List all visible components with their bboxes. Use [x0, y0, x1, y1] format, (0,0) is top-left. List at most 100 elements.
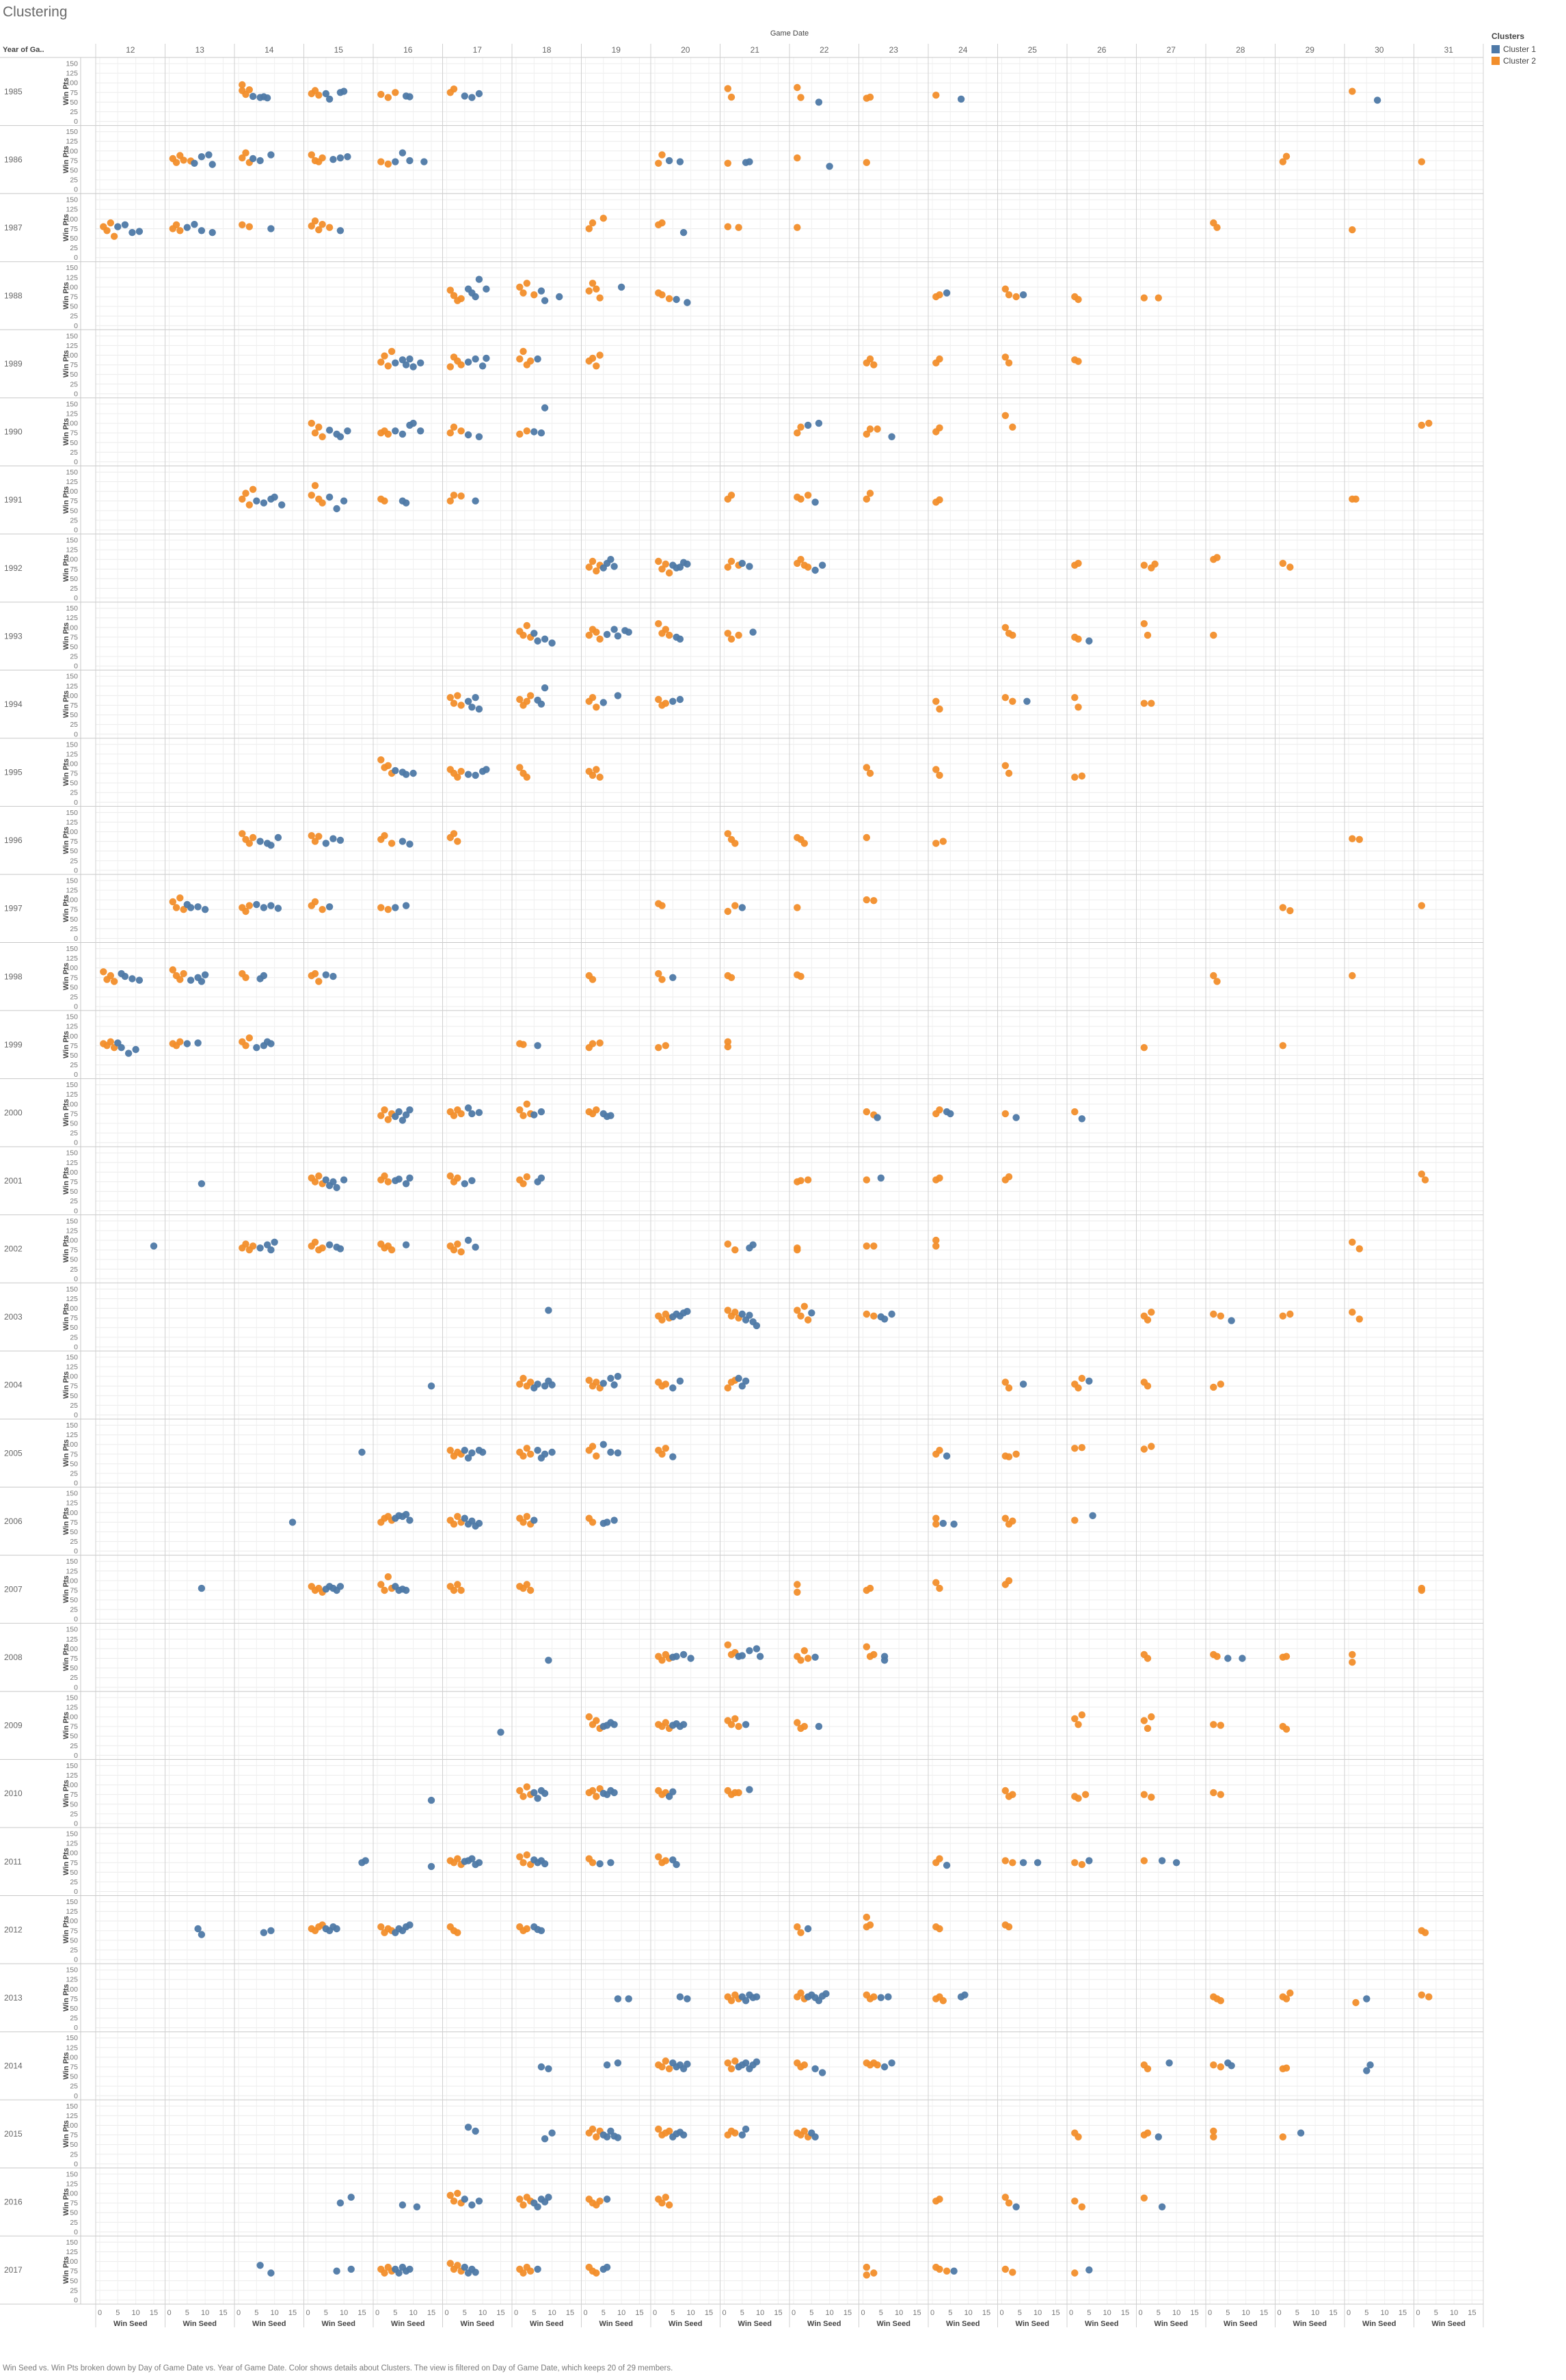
data-point-cluster-1[interactable]: [187, 904, 195, 911]
data-point-cluster-2[interactable]: [519, 2201, 527, 2209]
data-point-cluster-2[interactable]: [797, 423, 805, 431]
data-point-cluster-1[interactable]: [957, 95, 965, 103]
data-point-cluster-1[interactable]: [880, 1315, 889, 1323]
data-point-cluster-1[interactable]: [735, 1374, 742, 1382]
data-point-cluster-2[interactable]: [804, 492, 812, 499]
data-point-cluster-2[interactable]: [589, 1787, 597, 1795]
data-point-cluster-1[interactable]: [395, 2269, 403, 2277]
data-point-cluster-2[interactable]: [457, 1586, 465, 1594]
data-point-cluster-1[interactable]: [402, 1586, 410, 1594]
data-point-cluster-1[interactable]: [669, 1788, 677, 1795]
data-point-cluster-1[interactable]: [610, 1381, 618, 1389]
data-point-cluster-2[interactable]: [585, 1376, 593, 1385]
data-point-cluster-1[interactable]: [274, 833, 282, 842]
data-point-cluster-2[interactable]: [866, 490, 874, 497]
data-point-cluster-1[interactable]: [402, 1180, 410, 1188]
data-point-cluster-2[interactable]: [724, 1043, 732, 1051]
data-point-cluster-1[interactable]: [461, 2195, 468, 2203]
data-point-cluster-2[interactable]: [516, 1787, 524, 1795]
data-point-cluster-2[interactable]: [1279, 904, 1287, 911]
data-point-cluster-2[interactable]: [1001, 1514, 1010, 1522]
data-point-cluster-2[interactable]: [800, 2127, 809, 2135]
data-point-cluster-2[interactable]: [1286, 907, 1294, 915]
data-point-cluster-2[interactable]: [384, 762, 392, 770]
data-point-cluster-1[interactable]: [888, 1310, 895, 1318]
data-point-cluster-1[interactable]: [475, 1519, 483, 1527]
data-point-cluster-2[interactable]: [169, 898, 176, 906]
data-point-cluster-1[interactable]: [738, 559, 746, 567]
data-point-cluster-1[interactable]: [399, 1117, 407, 1124]
data-point-cluster-1[interactable]: [402, 1111, 410, 1119]
data-point-cluster-2[interactable]: [665, 295, 673, 302]
data-point-cluster-2[interactable]: [870, 1993, 878, 2001]
data-point-cluster-1[interactable]: [1089, 1512, 1096, 1519]
data-point-cluster-2[interactable]: [311, 1238, 319, 1246]
data-point-cluster-2[interactable]: [1210, 1721, 1217, 1728]
data-point-cluster-2[interactable]: [585, 563, 593, 571]
data-point-cluster-2[interactable]: [1352, 495, 1360, 503]
data-point-cluster-1[interactable]: [402, 1241, 410, 1248]
data-point-cluster-2[interactable]: [1140, 1791, 1148, 1798]
data-point-cluster-1[interactable]: [1363, 1995, 1371, 2003]
data-point-cluster-2[interactable]: [1217, 1997, 1225, 2005]
data-point-cluster-1[interactable]: [413, 2203, 421, 2210]
data-point-cluster-2[interactable]: [724, 1240, 732, 1248]
data-point-cluster-1[interactable]: [746, 1786, 753, 1793]
data-point-cluster-2[interactable]: [245, 840, 253, 847]
legend-item-cluster-2[interactable]: Cluster 2: [1491, 55, 1536, 66]
data-point-cluster-2[interactable]: [1282, 1653, 1291, 1660]
data-point-cluster-1[interactable]: [322, 971, 329, 979]
data-point-cluster-2[interactable]: [450, 1586, 458, 1594]
data-point-cluster-2[interactable]: [1279, 1042, 1287, 1049]
data-point-cluster-2[interactable]: [658, 1657, 666, 1664]
data-point-cluster-2[interactable]: [866, 425, 874, 433]
data-point-cluster-2[interactable]: [315, 833, 323, 840]
data-point-cluster-1[interactable]: [198, 153, 206, 161]
data-point-cluster-1[interactable]: [267, 1040, 275, 1047]
data-point-cluster-2[interactable]: [727, 2065, 735, 2072]
data-point-cluster-2[interactable]: [662, 699, 669, 707]
data-point-cluster-2[interactable]: [1217, 1722, 1225, 1729]
data-point-cluster-2[interactable]: [1144, 2129, 1152, 2137]
data-point-cluster-2[interactable]: [665, 2065, 673, 2072]
data-point-cluster-1[interactable]: [603, 2263, 611, 2271]
data-point-cluster-1[interactable]: [687, 1655, 694, 1662]
data-point-cluster-1[interactable]: [427, 1862, 435, 1871]
data-point-cluster-1[interactable]: [746, 1311, 753, 1319]
data-point-cluster-1[interactable]: [880, 1657, 889, 1664]
data-point-cluster-2[interactable]: [596, 2197, 604, 2205]
data-point-cluster-2[interactable]: [519, 1452, 527, 1460]
data-point-cluster-2[interactable]: [800, 2061, 809, 2069]
data-point-cluster-1[interactable]: [1023, 697, 1031, 705]
data-point-cluster-2[interactable]: [516, 1853, 524, 1860]
data-point-cluster-1[interactable]: [738, 1310, 746, 1318]
data-point-cluster-2[interactable]: [319, 221, 326, 228]
data-point-cluster-2[interactable]: [110, 978, 118, 985]
data-point-cluster-1[interactable]: [545, 1657, 552, 1664]
data-point-cluster-2[interactable]: [1005, 1453, 1013, 1460]
data-point-cluster-1[interactable]: [395, 1108, 403, 1116]
data-point-cluster-2[interactable]: [516, 2195, 524, 2203]
data-point-cluster-2[interactable]: [932, 1236, 940, 1244]
data-point-cluster-2[interactable]: [593, 285, 600, 293]
data-point-cluster-2[interactable]: [381, 1586, 388, 1594]
data-point-cluster-1[interactable]: [753, 1645, 761, 1653]
data-point-cluster-2[interactable]: [1012, 293, 1020, 301]
data-point-cluster-1[interactable]: [1228, 2062, 1235, 2070]
data-point-cluster-2[interactable]: [1009, 631, 1016, 639]
data-point-cluster-1[interactable]: [191, 221, 198, 228]
data-point-cluster-1[interactable]: [1085, 1377, 1093, 1385]
data-point-cluster-2[interactable]: [319, 433, 326, 440]
data-point-cluster-2[interactable]: [585, 287, 593, 295]
data-point-cluster-1[interactable]: [472, 2127, 479, 2135]
data-point-cluster-2[interactable]: [1005, 291, 1013, 299]
data-point-cluster-1[interactable]: [541, 1789, 549, 1797]
data-point-cluster-1[interactable]: [610, 1721, 618, 1728]
data-point-cluster-1[interactable]: [1085, 1857, 1093, 1864]
data-point-cluster-2[interactable]: [1349, 226, 1356, 234]
data-point-cluster-2[interactable]: [727, 557, 735, 565]
data-point-cluster-1[interactable]: [1158, 2203, 1166, 2210]
data-point-cluster-1[interactable]: [1012, 1114, 1020, 1121]
data-point-cluster-1[interactable]: [362, 1857, 369, 1864]
data-point-cluster-1[interactable]: [614, 1449, 622, 1457]
